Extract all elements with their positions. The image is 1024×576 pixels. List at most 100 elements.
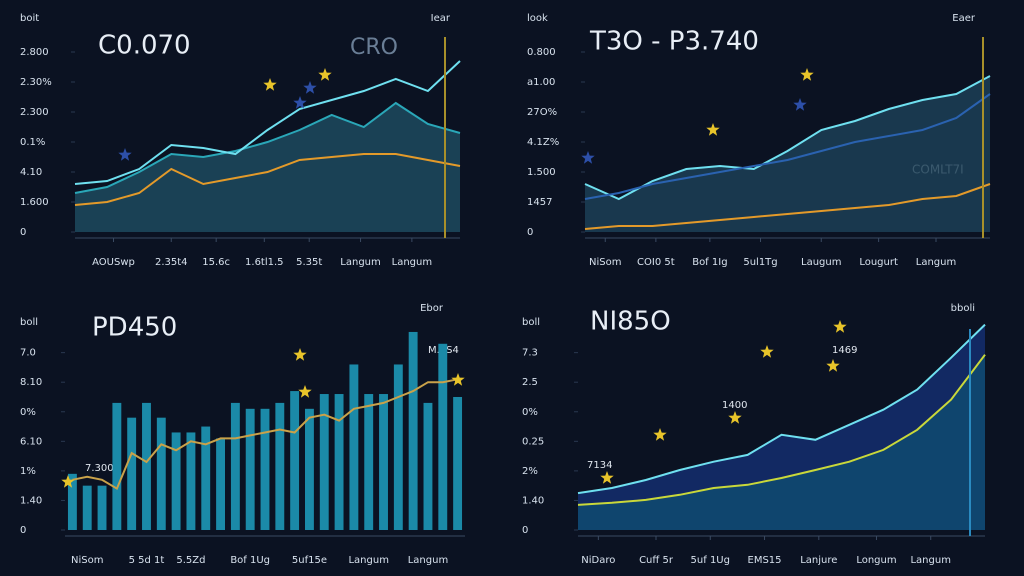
y-tick-label: 2%	[522, 466, 538, 477]
x-tick-label: EMS15	[748, 555, 782, 566]
star-icon	[800, 68, 814, 81]
x-tick-label: Langum	[392, 257, 432, 268]
x-tick-label: Langum	[348, 555, 388, 566]
y-tick-label: 7.0	[20, 348, 36, 359]
x-tick-label: NiDaro	[581, 555, 615, 566]
y-tick-label: 2.300	[20, 107, 49, 118]
bar	[349, 364, 359, 530]
x-tick-label: Laugum	[801, 257, 841, 268]
chart-title: T3O - P3.740	[589, 27, 759, 57]
star-icon	[653, 428, 667, 441]
series-line	[584, 183, 991, 230]
y-tick-label: 0.25	[522, 436, 544, 447]
axis-label: boll	[522, 317, 540, 328]
x-tick-label: 2.35t4	[155, 257, 188, 268]
y-tick-label: 1.40	[20, 495, 42, 506]
y-tick-label: 0	[20, 525, 26, 536]
bar	[408, 331, 418, 530]
star-icon	[451, 373, 465, 386]
y-tick-label: 0	[522, 525, 528, 536]
corner-label: Ebor	[420, 303, 444, 314]
axis-label: boit	[20, 13, 39, 24]
x-tick-label: 5 5d 1t	[129, 555, 165, 566]
star-icon	[293, 348, 307, 361]
star-icon	[303, 81, 317, 94]
x-tick-label: 1.6tl1.5	[245, 257, 284, 268]
x-tick-label: Langum	[408, 555, 448, 566]
bar	[112, 402, 122, 530]
y-tick-label: 2.30%	[20, 77, 52, 88]
bar	[438, 343, 448, 530]
star-icon	[581, 151, 595, 164]
y-tick-label: 1457	[527, 197, 552, 208]
y-tick-label: 1.600	[20, 197, 49, 208]
corner-label: Eaer	[952, 13, 976, 24]
x-tick-label: Bof 1Ig	[692, 257, 727, 268]
x-tick-label: 5.35t	[296, 257, 322, 268]
y-tick-label: 0	[527, 227, 533, 238]
star-icon	[118, 148, 132, 161]
bar	[393, 364, 403, 530]
y-tick-label: 0	[20, 227, 26, 238]
bar	[82, 485, 92, 530]
bar	[453, 396, 463, 530]
star-icon	[728, 411, 742, 424]
x-tick-label: COI0 5t	[637, 257, 675, 268]
corner-label: Iear	[431, 13, 451, 24]
star-icon	[793, 98, 807, 111]
series-line	[577, 323, 986, 495]
bar	[97, 485, 107, 530]
x-tick-label: NiSom	[71, 555, 103, 566]
y-tick-label: 1.40	[522, 495, 544, 506]
bar	[201, 426, 211, 530]
x-tick-label: Lougurt	[859, 257, 898, 268]
bar	[156, 417, 166, 530]
annotation: CRO	[350, 35, 398, 60]
bar	[127, 417, 137, 530]
bar	[171, 432, 181, 530]
x-tick-label: Lanjure	[800, 555, 837, 566]
bar	[230, 402, 240, 530]
series-line	[74, 60, 461, 185]
star-icon	[318, 68, 332, 81]
y-tick-label: 4.10	[20, 167, 42, 178]
star-icon	[263, 78, 277, 91]
y-tick-label: 2.5	[522, 377, 538, 388]
bar	[275, 402, 285, 530]
y-tick-label: 2.800	[20, 47, 49, 58]
x-tick-label: 5uf 1Ug	[691, 555, 730, 566]
x-tick-label: Langum	[910, 555, 950, 566]
bar	[260, 408, 270, 530]
series-line	[584, 75, 991, 201]
y-tick-label: 0%	[20, 407, 36, 418]
star-icon	[706, 123, 720, 136]
annotation: 7.300	[85, 463, 114, 474]
bar	[423, 402, 433, 530]
x-tick-label: Bof 1Ug	[230, 555, 270, 566]
bar	[216, 438, 225, 530]
bar	[379, 394, 388, 530]
x-tick-label: Cuff 5r	[639, 555, 674, 566]
y-tick-label: 4.1Z%	[527, 137, 559, 148]
y-tick-label: 0.1%	[20, 137, 45, 148]
x-tick-label: 5ul1Tg	[743, 257, 777, 268]
y-tick-label: 0%	[522, 407, 538, 418]
annotation: 1469	[832, 345, 857, 356]
annotation: 7134	[587, 460, 612, 471]
star-icon	[833, 320, 847, 333]
star-icon	[760, 345, 774, 358]
star-icon	[61, 475, 75, 488]
x-tick-label: Langum	[916, 257, 956, 268]
annotation: 1400	[722, 400, 747, 411]
x-tick-label: NiSom	[589, 257, 621, 268]
series-line	[577, 354, 986, 506]
y-tick-label: 1%	[20, 466, 36, 477]
y-tick-label: a1.00	[527, 77, 555, 88]
series-line	[74, 153, 461, 206]
y-tick-label: 7.3	[522, 348, 538, 359]
bar	[245, 408, 255, 530]
x-tick-label: 5.5Zd	[176, 555, 205, 566]
y-tick-label: 8.10	[20, 377, 42, 388]
axis-label: look	[527, 13, 548, 24]
